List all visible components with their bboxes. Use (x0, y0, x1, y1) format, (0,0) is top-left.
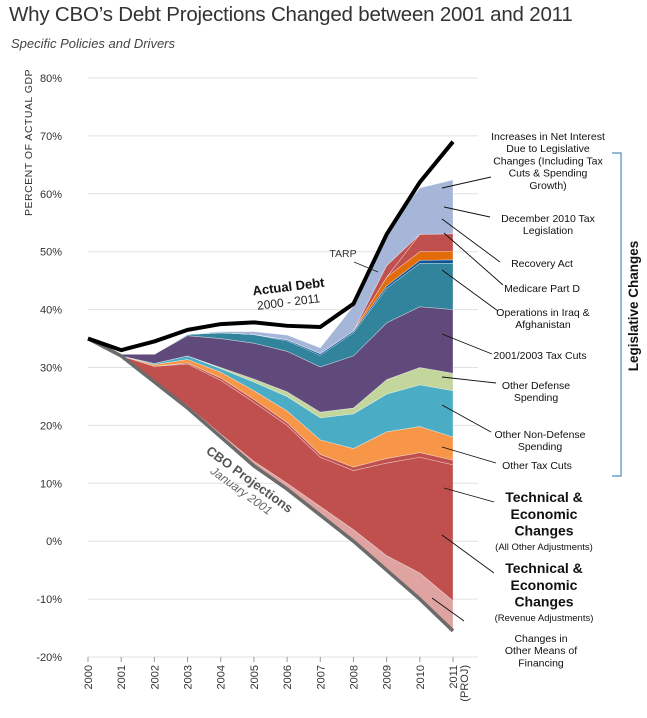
y-tick-label: 0% (46, 536, 62, 548)
leader-line (431, 597, 465, 622)
legislative-changes-label: Legislative Changes (626, 241, 641, 372)
x-tick-label: 2010 (415, 665, 427, 689)
y-tick-label: 60% (40, 189, 62, 201)
label-line: Cuts & Spending (509, 168, 588, 180)
tarp-leader (353, 261, 379, 273)
label-line: Financing (518, 657, 564, 669)
y-tick-label: 30% (40, 363, 62, 375)
y-tick-label: -10% (36, 594, 62, 606)
actual-debt-line (87, 140, 455, 353)
label-line: Other Means of (505, 645, 577, 657)
x-axis-ticks: 2000 2001 2002 2003 2004 2005 2006 2007 2008 2009… (83, 657, 471, 702)
y-tick-label: -20% (36, 652, 62, 664)
label-line: Recovery Act (511, 258, 573, 270)
label-line: Changes (514, 594, 573, 610)
leader-line (443, 206, 491, 218)
label-iraq: Operations in Iraq &Afghanistan (441, 269, 590, 331)
x-tick-sublabel: (PROJ) (459, 665, 471, 702)
x-tick-label: 2011 (448, 665, 460, 689)
leader-line (441, 534, 495, 574)
x-tick-label: 2007 (315, 665, 327, 689)
y-axis-ticks: 80% 70% 60% 50% 40% 30% 20% 10% 0% -10% -20% (36, 73, 62, 664)
label-line: Due to Legislative (506, 143, 590, 155)
label-line: Other Tax Cuts (502, 460, 572, 472)
label-line: Technical & (505, 489, 583, 505)
area-increases-in-net-interest-due-to-legislative-changes-including-tax-cuts-spending-growth (87, 179, 454, 355)
label-line: 2001/2003 Tax Cuts (493, 350, 586, 362)
label-subline: (All Other Adjustments) (495, 542, 593, 553)
label-line: Changes (Including Tax (493, 155, 603, 167)
x-tick-label: 2001 (116, 665, 128, 689)
bracket-line (612, 152, 622, 477)
label-taxcuts0103: 2001/2003 Tax Cuts (441, 333, 587, 362)
label-line: Economic (511, 577, 578, 593)
label-line: Medicare Part D (504, 283, 580, 295)
leader-line (441, 176, 492, 189)
y-tick-label: 50% (40, 247, 62, 259)
x-tick-label: 2008 (348, 665, 360, 689)
leader-line (443, 487, 495, 503)
label-line: Other Non-Defense (494, 429, 585, 441)
label-line: Spending (518, 441, 563, 453)
label-line: Economic (511, 506, 578, 522)
leader-line (441, 376, 497, 384)
tarp-annotation: TARP (329, 248, 356, 260)
label-othertax: Other Tax Cuts (441, 446, 572, 472)
debt-lines (87, 140, 455, 633)
label-subline: (Revenue Adjustments) (495, 613, 594, 624)
stacked-areas (87, 179, 454, 632)
label-line: Changes in (514, 633, 567, 645)
label-line: Other Defense (502, 380, 570, 392)
leader-line (441, 218, 501, 263)
leader-line (443, 232, 504, 286)
chart-title: Why CBO’s Debt Projections Changed betwe… (9, 3, 573, 26)
x-tick-label: 2002 (149, 665, 161, 689)
leader-line (441, 404, 492, 433)
y-tick-label: 20% (40, 420, 62, 432)
x-tick-label: 2009 (382, 665, 394, 689)
label-line: Growth) (529, 180, 566, 192)
label-line: Spending (514, 392, 559, 404)
label-line: Increases in Net Interest (491, 131, 605, 143)
label-line: Operations in Iraq & (496, 307, 589, 319)
x-tick-label: 2006 (282, 665, 294, 689)
label-line: Afghanistan (515, 319, 571, 331)
label-medicare: Medicare Part D (443, 232, 580, 295)
x-tick-label: 2003 (183, 665, 195, 689)
x-tick-label: 2004 (216, 665, 228, 689)
label-recovery: Recovery Act (441, 218, 573, 270)
y-axis-label: PERCENT OF ACTUAL GDP (23, 69, 35, 216)
y-tick-label: 10% (40, 478, 62, 490)
x-tick-label: 2000 (83, 665, 95, 689)
label-line: Technical & (505, 560, 583, 576)
label-line: Changes (514, 523, 573, 539)
y-tick-label: 80% (40, 73, 62, 85)
label-line: Legislation (523, 225, 573, 237)
leader-line (441, 269, 499, 312)
cbo-projection-line (87, 336, 455, 633)
label-line: December 2010 Tax (501, 213, 596, 225)
chart-subtitle: Specific Policies and Drivers (11, 36, 176, 51)
leader-line (441, 333, 493, 355)
y-tick-label: 40% (40, 305, 62, 317)
y-tick-label: 70% (40, 131, 62, 143)
leader-line (441, 446, 497, 464)
legislative-bracket: Legislative Changes (612, 152, 641, 477)
x-tick-label: 2005 (249, 665, 261, 689)
